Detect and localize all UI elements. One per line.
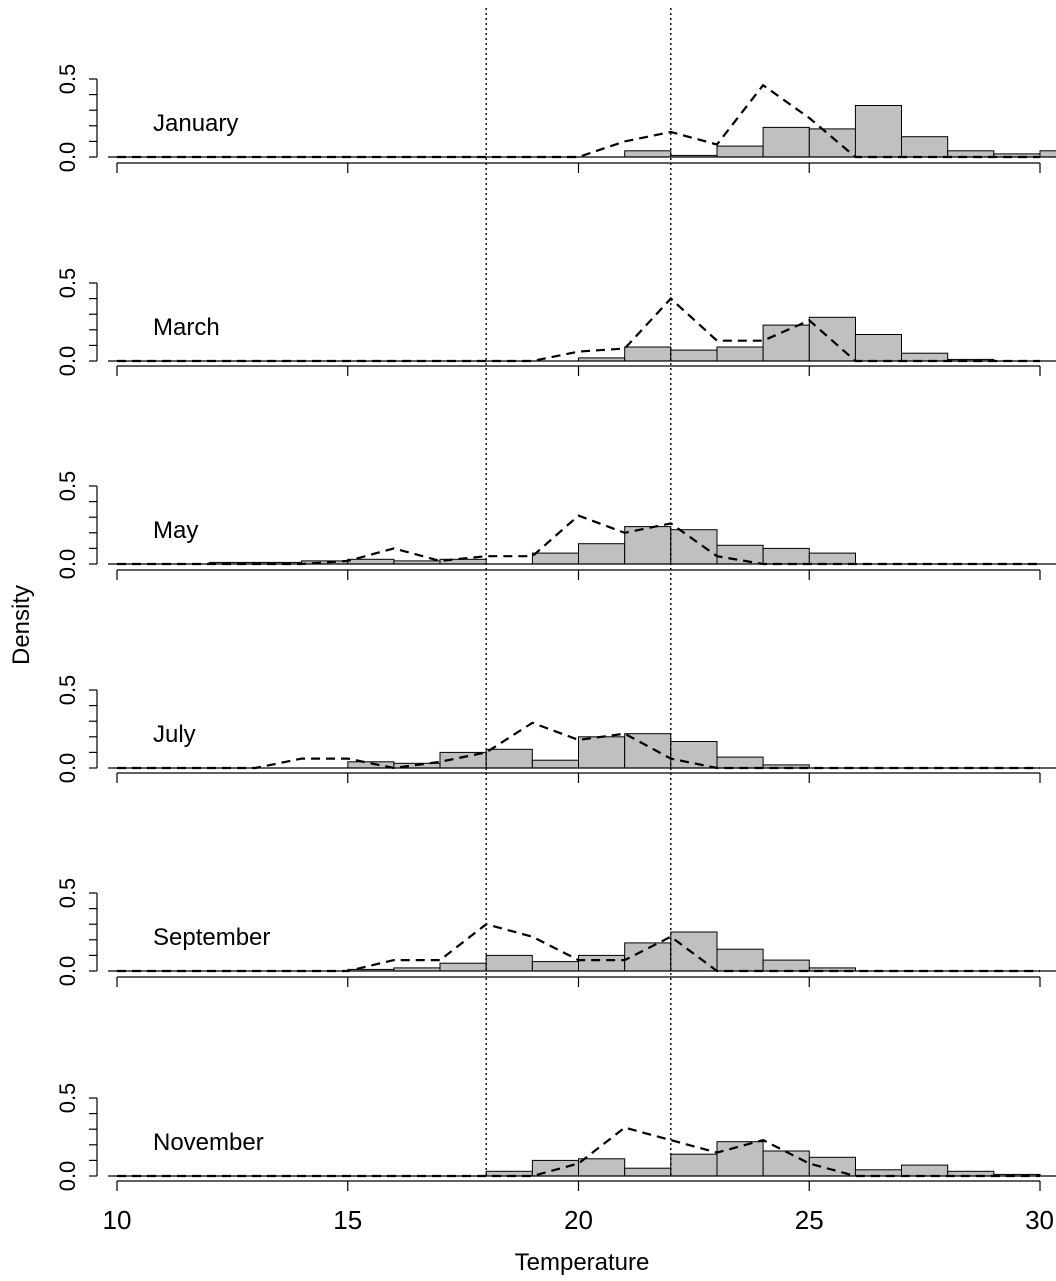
panel-label: July bbox=[153, 721, 196, 748]
y-tick-label: 0.5 bbox=[55, 878, 80, 909]
x-tick-label: 25 bbox=[795, 1205, 824, 1235]
y-tick-label: 0.0 bbox=[55, 549, 80, 580]
histogram-bar bbox=[578, 1158, 626, 1177]
histogram-bar bbox=[670, 741, 718, 769]
y-tick-label: 0.5 bbox=[55, 471, 80, 502]
density-curve bbox=[117, 721, 1040, 770]
density-curve bbox=[117, 83, 1040, 159]
histogram-bar bbox=[485, 954, 533, 972]
histogram-bar bbox=[716, 145, 764, 158]
histogram-bar bbox=[670, 349, 718, 362]
panel-july: 0.0 0.5 July bbox=[55, 675, 1056, 784]
y-tick-label: 0.5 bbox=[55, 675, 80, 706]
histogram-bar bbox=[947, 150, 995, 158]
histogram-bar bbox=[716, 346, 764, 362]
x-axis: 10 15 20 25 30 bbox=[103, 1180, 1054, 1235]
histogram-bar bbox=[439, 962, 487, 972]
panel-september: 0.0 0.5 September bbox=[55, 878, 1056, 987]
x-tick-label: 30 bbox=[1025, 1205, 1054, 1235]
density-curve bbox=[117, 514, 1040, 566]
x-tick-label: 15 bbox=[333, 1205, 362, 1235]
histogram-bar bbox=[624, 942, 672, 972]
panel-label: September bbox=[153, 924, 270, 951]
panel-january: 0.0 0.5 January bbox=[55, 64, 1056, 173]
histogram-bar bbox=[762, 126, 810, 158]
histogram-bar bbox=[624, 733, 672, 769]
y-tick-label: 0.0 bbox=[55, 142, 80, 173]
y-tick-label: 0.5 bbox=[55, 1083, 80, 1114]
y-axis-title: Density bbox=[8, 585, 35, 665]
histogram-bar bbox=[578, 954, 626, 972]
panels-layer: 0.0 0.5 January 0.0 0.5 March 0.0 0.5 May 0.0 0.5 J… bbox=[55, 64, 1056, 1192]
y-tick-label: 0.5 bbox=[55, 64, 80, 95]
histogram-bar bbox=[854, 334, 903, 362]
histogram-bar bbox=[531, 759, 580, 769]
histogram-bar bbox=[762, 959, 810, 972]
density-curve bbox=[117, 297, 1040, 363]
histogram-bar bbox=[531, 961, 580, 972]
histogram-bar bbox=[624, 526, 672, 565]
histogram-bar bbox=[716, 948, 764, 972]
histogram-bar bbox=[485, 748, 533, 769]
reference-lines bbox=[485, 8, 672, 1176]
histogram-bar bbox=[854, 105, 903, 158]
histogram-bar bbox=[531, 552, 580, 565]
y-tick-label: 0.0 bbox=[55, 1161, 80, 1192]
histogram-bar bbox=[901, 136, 949, 158]
panel-label: March bbox=[153, 314, 220, 341]
density-curve bbox=[117, 1126, 1040, 1178]
histogram-bar bbox=[762, 547, 810, 565]
histogram-bar bbox=[901, 1164, 949, 1177]
panel-label: May bbox=[153, 517, 198, 544]
histogram-bar bbox=[808, 128, 856, 158]
histogram-bar bbox=[624, 1167, 672, 1177]
histogram-bar bbox=[762, 1150, 810, 1177]
histogram-bar bbox=[716, 1141, 764, 1177]
x-tick-label: 10 bbox=[103, 1205, 132, 1235]
histogram-bar bbox=[578, 543, 626, 565]
panel-label: November bbox=[153, 1129, 264, 1156]
panel-march: 0.0 0.5 March bbox=[55, 268, 1056, 377]
x-axis-title: Temperature bbox=[515, 1249, 650, 1276]
histogram-bar bbox=[624, 346, 672, 362]
histogram-bar bbox=[624, 150, 672, 158]
histogram-bar bbox=[716, 756, 764, 769]
histogram-bar bbox=[901, 352, 949, 362]
histogram-bar bbox=[716, 544, 764, 565]
histogram-bar bbox=[670, 1153, 718, 1177]
panel-label: January bbox=[153, 110, 238, 137]
histogram-bar bbox=[1039, 150, 1056, 158]
x-tick-label: 20 bbox=[564, 1205, 593, 1235]
panel-may: 0.0 0.5 May bbox=[55, 471, 1056, 580]
histogram-bar bbox=[808, 552, 856, 565]
histogram-bar bbox=[578, 736, 626, 769]
panel-november: 0.0 0.5 November bbox=[55, 1083, 1056, 1192]
y-tick-label: 0.0 bbox=[55, 346, 80, 377]
density-curve bbox=[117, 922, 1040, 973]
histogram-bar bbox=[670, 931, 718, 972]
y-tick-label: 0.0 bbox=[55, 753, 80, 784]
histogram-bar bbox=[670, 529, 718, 565]
y-tick-label: 0.5 bbox=[55, 268, 80, 299]
histogram-bar bbox=[347, 558, 395, 565]
y-tick-label: 0.0 bbox=[55, 956, 80, 987]
